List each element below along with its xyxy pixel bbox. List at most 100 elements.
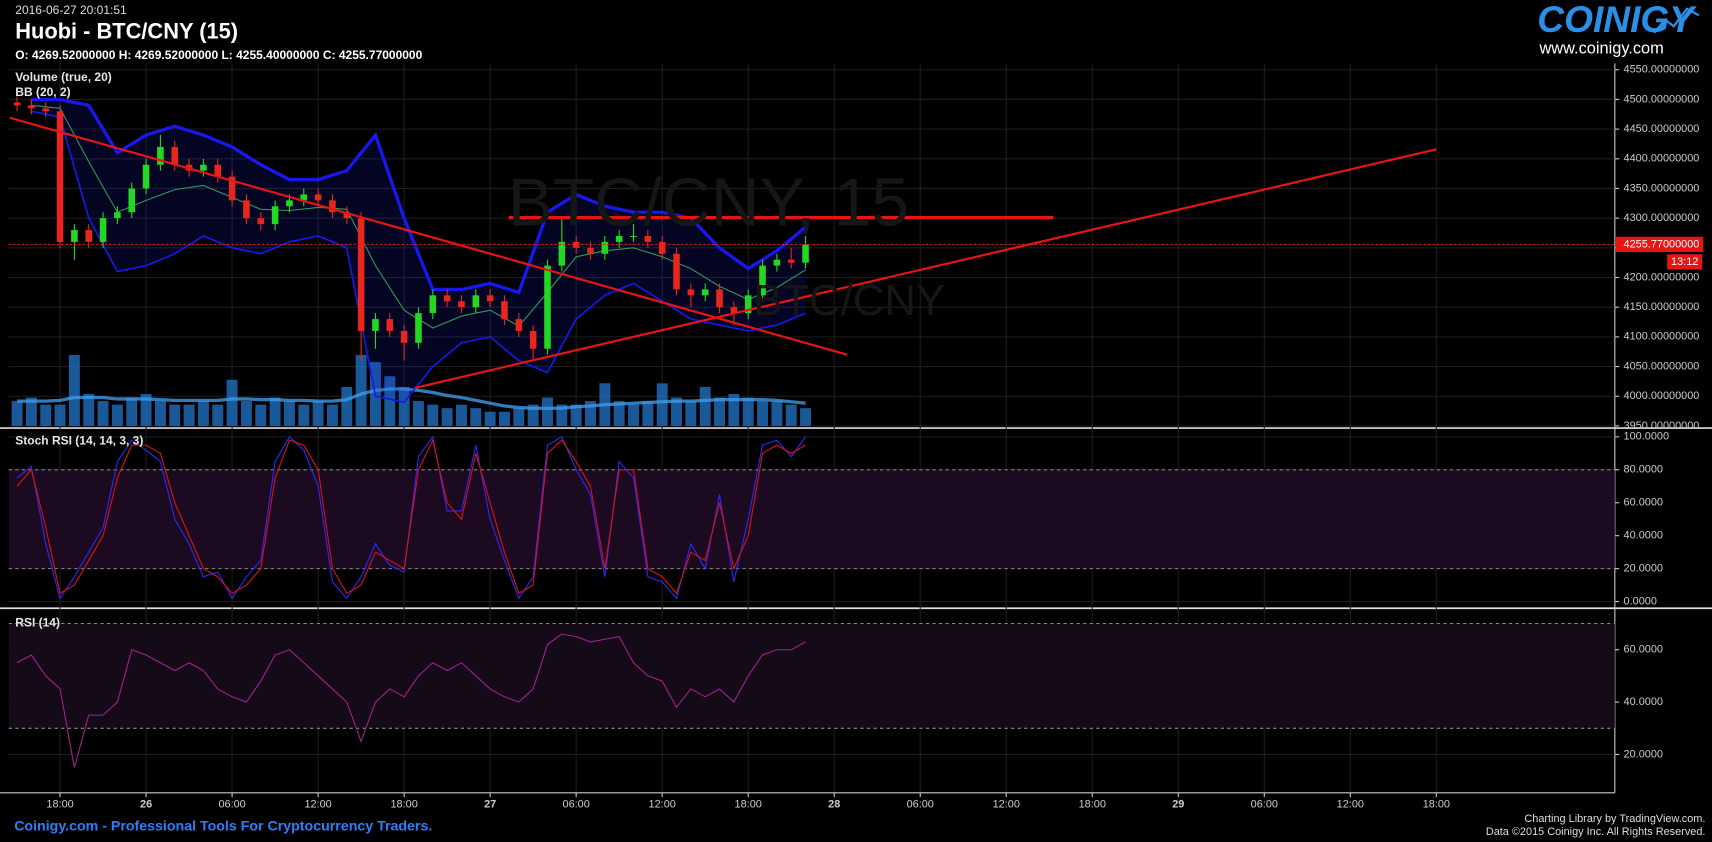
volume-bar: [326, 404, 338, 426]
logo[interactable]: COINIGY: [1537, 0, 1697, 40]
y-tick-label: 60.0000: [1624, 497, 1663, 509]
y-tick-label: 4550.00000000: [1624, 64, 1700, 76]
chart-title: Huobi - BTC/CNY (15): [15, 19, 238, 44]
x-tick-label: 26: [140, 799, 152, 811]
candle-body: [630, 235, 637, 238]
x-tick-label: 06:00: [907, 799, 934, 811]
candle-body: [13, 102, 21, 106]
series-line: [16, 633, 806, 768]
volume-bar: [183, 404, 195, 426]
candle-body: [515, 319, 523, 331]
y-tick-label: 4500.00000000: [1624, 93, 1700, 105]
volume-bar: [570, 404, 582, 426]
x-tick-label: 12:00: [304, 799, 331, 811]
candle-body: [486, 295, 494, 302]
y-tick-label: 4050.00000000: [1624, 360, 1700, 372]
volume-bar: [240, 401, 252, 426]
candle-body: [400, 330, 408, 343]
volume-bar: [785, 404, 797, 426]
footer-credit[interactable]: Charting Library by TradingView.com.: [1524, 813, 1705, 825]
band-fill: [8, 623, 1615, 729]
y-tick-label: 4000.00000000: [1624, 390, 1700, 402]
y-tick-label: 4300.00000000: [1624, 212, 1700, 224]
candle-body: [429, 295, 437, 314]
candle-body: [85, 230, 93, 242]
volume-bar: [470, 408, 482, 426]
candle-body: [28, 105, 35, 109]
y-tick-label: 20.0000: [1624, 562, 1663, 574]
candle-body: [501, 301, 508, 320]
volume-bar: [499, 411, 510, 426]
candle-body: [228, 176, 236, 201]
candle-body: [787, 259, 795, 263]
series-line: [16, 438, 806, 595]
volume-bar: [126, 397, 138, 426]
volume-bar: [556, 404, 568, 426]
volume-bar: [140, 393, 152, 426]
volume-bar: [413, 401, 424, 426]
volume-bar: [212, 404, 224, 426]
candle-body: [314, 194, 322, 201]
x-tick-label: 06:00: [218, 799, 245, 811]
candle-body: [673, 253, 680, 290]
volume-bar: [484, 411, 496, 426]
volume-bar: [355, 354, 367, 426]
y-tick-label: 60.0000: [1624, 644, 1663, 656]
candle-body: [128, 188, 136, 213]
candle-body: [443, 295, 451, 302]
candle-body: [716, 289, 723, 308]
volume-bar: [714, 397, 725, 426]
y-tick-label: 100.0000: [1624, 431, 1669, 443]
y-tick-label: 4400.00000000: [1624, 153, 1700, 165]
band-fill: [8, 469, 1615, 569]
y-tick-label: 20.0000: [1624, 748, 1663, 760]
volume-bar: [298, 404, 310, 426]
plot-layer: 18:00 26 06:00 12:00 18:00 27 06:00 12:00 18:00 2…: [0, 63, 1712, 811]
bb-fill: [31, 99, 806, 403]
countdown-box: [1667, 254, 1703, 270]
x-tick-label: 18:00: [1079, 799, 1106, 811]
y-tick-label: 0.0000: [1624, 595, 1657, 607]
candle-body: [71, 230, 78, 242]
volume-bar: [312, 401, 324, 426]
watermark-sub: BTC/CNY: [753, 276, 945, 325]
candle-body: [601, 241, 609, 254]
volume-bar: [800, 408, 812, 426]
footer-tagline[interactable]: Coinigy.com - Professional Tools For Cry…: [14, 818, 432, 834]
volume-bar: [513, 408, 525, 426]
timestamp: 2016-06-27 20:01:51: [15, 3, 127, 17]
candle-body: [157, 146, 164, 165]
candle-body: [271, 206, 279, 225]
volume-bar: [40, 404, 52, 426]
x-tick-label: 27: [484, 799, 496, 811]
volume-bar: [384, 376, 396, 426]
volume-ma: [17, 387, 806, 410]
candle-body: [558, 241, 566, 266]
candle-body: [529, 330, 537, 349]
candle-body: [730, 307, 738, 314]
logo-icon: [1653, 7, 1700, 34]
y-tick-label: 4450.00000000: [1624, 123, 1700, 135]
countdown: 13:12: [1671, 256, 1698, 268]
volume-bar: [111, 404, 123, 426]
logo-url[interactable]: www.coinigy.com: [1538, 40, 1663, 58]
volume-bar: [83, 393, 95, 426]
volume-bar: [154, 401, 166, 426]
candle-body: [773, 259, 781, 266]
candle-body: [200, 164, 207, 171]
x-tick-label: 12:00: [993, 799, 1020, 811]
candle-body: [415, 313, 422, 343]
volume-bar: [169, 404, 181, 426]
candle-body: [343, 212, 351, 219]
volume-bar: [628, 404, 639, 426]
x-tick-label: 18:00: [1423, 799, 1450, 811]
volume-bar: [728, 393, 740, 426]
series-line: [16, 435, 806, 600]
footer-copyright: Data ©2015 Coinigy Inc. All Rights Reser…: [1486, 826, 1706, 838]
candle-body: [171, 146, 179, 165]
volume-bar: [441, 408, 453, 426]
y-tick-label: 40.0000: [1624, 696, 1663, 708]
volume-bar: [699, 386, 711, 426]
